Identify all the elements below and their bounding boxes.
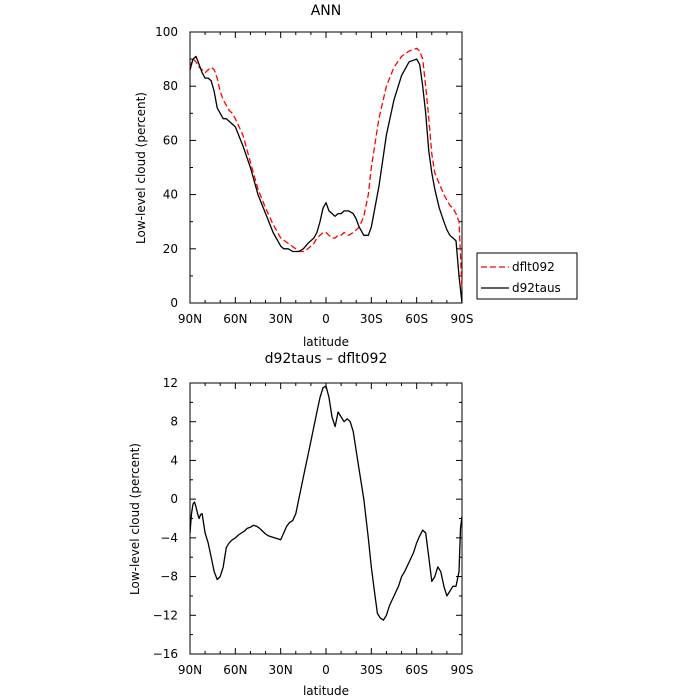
bottom-y-tick-label: −12 xyxy=(153,608,178,622)
top-x-axis-label: latitude xyxy=(303,335,349,349)
bottom-plot-frame xyxy=(189,382,463,655)
bottom-difference-series-line xyxy=(189,385,463,621)
legend-label-dflt092: dflt092 xyxy=(512,260,555,274)
top-x-tick-label: 30N xyxy=(269,312,293,326)
top-x-tick-label: 30S xyxy=(360,312,383,326)
top-x-tick-label: 60N xyxy=(223,312,247,326)
top-y-tick-label: 0 xyxy=(170,296,178,310)
top-series-lines xyxy=(189,47,463,304)
bottom-x-tick-label: 90S xyxy=(451,663,474,677)
bottom-x-tick-label: 60S xyxy=(405,663,428,677)
legend-label-d92taus: d92taus xyxy=(512,281,561,295)
bottom-chart-panel: d92taus – dflt092 90N 60N 30N 0 30S 60S 90S −16… xyxy=(128,351,473,698)
bottom-y-axis-label: Low-level cloud (percent) xyxy=(128,443,142,595)
top-y-tick-label: 20 xyxy=(163,242,178,256)
bottom-series-lines xyxy=(189,385,463,621)
top-chart-title: ANN xyxy=(311,3,342,19)
bottom-y-tick-label: 8 xyxy=(170,415,178,429)
top-x-tick-label: 60S xyxy=(405,312,428,326)
bottom-x-tick-label: 30N xyxy=(269,663,293,677)
bottom-axis-ticks: 90N 60N 30N 0 30S 60S 90S −16 −12 −8 −4 0 4 8 12 xyxy=(153,376,474,677)
bottom-x-axis-label: latitude xyxy=(303,684,349,698)
top-x-tick-label: 90N xyxy=(178,312,202,326)
bottom-y-tick-label: −8 xyxy=(160,570,178,584)
top-y-tick-label: 100 xyxy=(155,25,178,39)
bottom-y-tick-label: 4 xyxy=(170,453,178,467)
bottom-chart-title: d92taus – dflt092 xyxy=(265,351,388,367)
bottom-y-tick-label: 0 xyxy=(170,492,178,506)
top-y-tick-label: 40 xyxy=(163,188,178,202)
bottom-x-tick-label: 30S xyxy=(360,663,383,677)
bottom-x-tick-label: 0 xyxy=(322,663,330,677)
bottom-y-tick-label: −16 xyxy=(153,647,178,661)
top-x-tick-label: 0 xyxy=(322,312,330,326)
legend: dflt092 d92taus xyxy=(476,252,578,300)
top-x-tick-label: 90S xyxy=(451,312,474,326)
top-y-tick-label: 60 xyxy=(163,133,178,147)
bottom-x-tick-label: 60N xyxy=(223,663,247,677)
legend-frame xyxy=(476,252,578,300)
bottom-y-tick-label: 12 xyxy=(163,376,178,390)
top-y-axis-label: Low-level cloud (percent) xyxy=(134,92,148,244)
top-chart-panel: ANN 90N 60N 30N 0 30S 60S 90S 0 20 40 60 80 100 lati… xyxy=(134,3,473,349)
d92taus-series-line xyxy=(189,55,463,304)
dflt092-series-line xyxy=(189,47,463,290)
bottom-y-tick-label: −4 xyxy=(160,531,178,545)
top-y-tick-label: 80 xyxy=(163,79,178,93)
bottom-x-tick-label: 90N xyxy=(178,663,202,677)
